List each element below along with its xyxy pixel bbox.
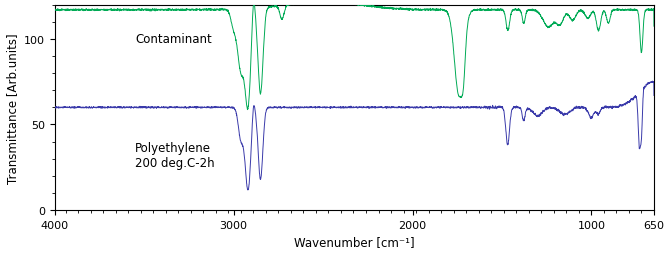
X-axis label: Wavenumber [cm⁻¹]: Wavenumber [cm⁻¹] [294,235,415,248]
Text: Contaminant: Contaminant [135,33,212,46]
Text: Polyethylene
200 deg.C-2h: Polyethylene 200 deg.C-2h [135,142,215,170]
Y-axis label: Transmittance [Arb.units]: Transmittance [Arb.units] [5,33,19,183]
